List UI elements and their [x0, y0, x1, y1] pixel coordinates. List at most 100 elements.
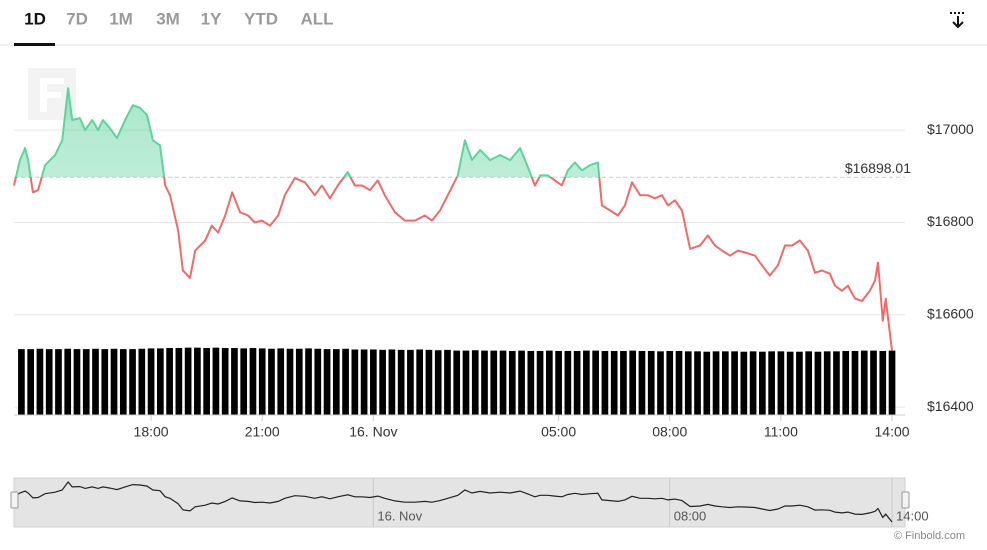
price-line: [13, 87, 893, 351]
volume-bar: [712, 351, 720, 415]
x-tick-label: 16. Nov: [349, 424, 397, 440]
volume-bar: [249, 348, 257, 415]
volume-bar: [555, 350, 562, 415]
volume-bar: [870, 350, 877, 415]
navigator-line: [13, 481, 893, 523]
volume-bar: [879, 350, 887, 415]
volume-bar: [434, 350, 442, 415]
volume-bar: [82, 349, 90, 415]
volume-bar: [842, 350, 850, 415]
volume-bar: [119, 349, 127, 415]
volume-bar: [666, 350, 674, 415]
volume-bar: [703, 351, 711, 415]
volume-bar: [638, 350, 646, 415]
volume-bar: [295, 348, 303, 415]
volume-bar: [157, 348, 164, 415]
range-button[interactable]: 1Y: [201, 9, 222, 28]
volume-bar: [323, 349, 331, 415]
volume-bar: [370, 349, 377, 415]
volume-bar: [397, 349, 405, 415]
volume-bar: [647, 350, 655, 415]
volume-bar: [629, 350, 637, 415]
x-tick-label: 18:00: [134, 424, 169, 440]
volume-bar: [444, 349, 451, 415]
volume-bar: [277, 348, 285, 415]
x-tick-label: 05:00: [541, 424, 576, 440]
volume-bar: [481, 350, 488, 415]
volume-bar: [147, 348, 155, 415]
range-button[interactable]: YTD: [244, 9, 278, 28]
volume-bar: [258, 348, 266, 415]
range-button[interactable]: ALL: [300, 9, 333, 28]
volume-bar: [268, 348, 275, 415]
volume-bar: [592, 350, 599, 415]
volume-bar: [231, 348, 238, 415]
volume-bar: [851, 350, 859, 415]
range-button[interactable]: 1M: [109, 9, 133, 28]
volume-bar: [786, 351, 794, 415]
price-area: [15, 88, 600, 178]
volume-bar: [731, 351, 738, 415]
y-tick-label: $16600: [927, 306, 974, 322]
volume-bar: [101, 349, 109, 415]
volume-bar: [166, 348, 173, 415]
navigator-handle[interactable]: [10, 491, 19, 509]
volume-bar: [805, 351, 813, 415]
y-tick-label: $16400: [927, 398, 974, 414]
volume-bar: [694, 351, 701, 415]
x-tick-label: 08:00: [652, 424, 687, 440]
volume-bar: [203, 348, 210, 415]
download-button[interactable]: [950, 12, 966, 29]
volume-bar: [583, 350, 590, 415]
volume-bar: [518, 350, 525, 415]
volume-bar: [796, 351, 803, 415]
volume-bar: [888, 350, 896, 415]
volume-bar: [620, 350, 627, 415]
volume-bar: [388, 349, 396, 415]
volume-bar: [471, 350, 479, 415]
range-button[interactable]: 7D: [66, 9, 88, 28]
download-icon: [952, 16, 964, 29]
volume-bar: [823, 351, 831, 415]
volume-bar: [18, 349, 25, 415]
volume-bar: [759, 351, 766, 415]
watermark-glyph: [40, 78, 64, 112]
volume-bar: [768, 351, 775, 415]
volume-bar: [508, 350, 516, 415]
volume-bar: [462, 350, 470, 415]
active-tab-underline: [14, 43, 55, 46]
range-button[interactable]: 3M: [156, 9, 180, 28]
volume-bar: [305, 348, 312, 415]
volume-bar: [45, 349, 53, 415]
volume-bar: [184, 347, 192, 415]
volume-bar: [749, 351, 757, 415]
volume-bar: [407, 349, 414, 415]
volume-bar: [777, 351, 785, 415]
navigator-handle[interactable]: [901, 491, 910, 509]
range-button[interactable]: 1D: [24, 9, 46, 28]
volume-bar: [175, 348, 183, 415]
volume-bar: [194, 347, 201, 415]
x-tick-label: 21:00: [245, 424, 280, 440]
volume-bar: [314, 348, 322, 415]
credit: © Finbold.com: [894, 530, 965, 542]
volume-bar: [721, 351, 729, 415]
volume-bar: [601, 350, 609, 415]
volume-bar: [55, 349, 62, 415]
volume-bar: [138, 348, 146, 415]
volume-bar: [684, 351, 692, 415]
volume-bar: [342, 348, 349, 415]
volume-bar: [490, 350, 498, 415]
volume-bar: [564, 350, 572, 415]
volume-bar: [221, 348, 229, 415]
volume-bar: [360, 349, 368, 415]
volume-bar: [110, 348, 118, 415]
y-tick-label: $17000: [927, 121, 974, 137]
volume-bar: [73, 349, 81, 415]
volume-bar: [351, 349, 359, 415]
volume-bar: [536, 350, 544, 415]
navigator-tick-label: 08:00: [674, 508, 707, 523]
volume-bar: [212, 347, 220, 415]
